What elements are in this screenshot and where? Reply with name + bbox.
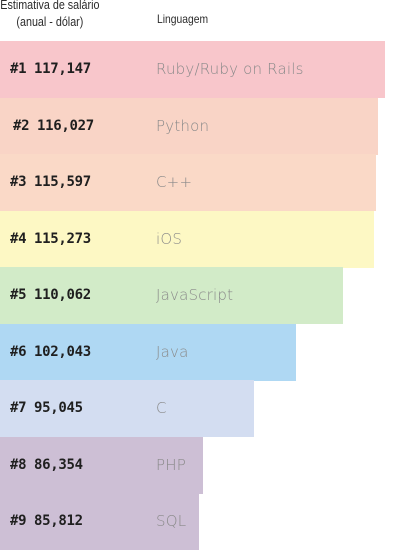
salary-column-header: Estimativa de salário (anual - dólar) xyxy=(0,0,100,31)
salary-value-label: 117,147 xyxy=(34,61,91,77)
bar-javascript: #5 110,062 JavaScript xyxy=(0,267,343,324)
language-label: JavaScript xyxy=(156,286,234,304)
rank-label: #5 xyxy=(10,287,27,303)
salary-header-line2: (anual - dólar) xyxy=(16,15,84,29)
bar-python: #2 116,027 Python xyxy=(0,97,378,155)
bar-php: #8 86,354 PHP xyxy=(0,436,203,494)
salary-value-label: 116,027 xyxy=(37,117,94,134)
language-label: PHP xyxy=(156,455,186,474)
salary-value-label: 85,812 xyxy=(34,513,83,529)
language-label: Ruby/Ruby on Rails xyxy=(156,60,304,78)
rank-label: #4 xyxy=(10,230,27,247)
rank-label: #6 xyxy=(10,343,27,360)
salary-value-label: 86,354 xyxy=(34,456,83,473)
bar-ios: #4 115,273 iOS xyxy=(0,210,374,268)
language-label: C xyxy=(156,399,167,417)
rank-label: #9 xyxy=(10,513,27,529)
rank-label: #8 xyxy=(10,456,27,473)
bar-sql: #9 85,812 SQL xyxy=(0,493,199,550)
salary-value-label: 115,597 xyxy=(34,174,91,190)
bar-java: #6 102,043 Java xyxy=(0,323,296,381)
salary-value-label: 110,062 xyxy=(34,287,91,303)
salary-value-label: 115,273 xyxy=(34,230,91,247)
bar-ruby-ruby-on-rails: #1 117,147 Ruby/Ruby on Rails xyxy=(0,41,385,98)
language-label: iOS xyxy=(156,229,183,248)
bar-c: #7 95,045 C xyxy=(0,380,254,437)
language-label: Python xyxy=(156,116,210,135)
language-label: SQL xyxy=(156,512,187,530)
salary-value-label: 102,043 xyxy=(34,343,91,360)
language-label: C++ xyxy=(156,173,193,191)
language-column-header: Linguagem xyxy=(157,12,209,26)
rank-label: #1 xyxy=(10,61,27,77)
rank-label: #7 xyxy=(10,400,27,416)
salary-header-line1: Estimativa de salário xyxy=(0,0,100,12)
rank-label: #2 xyxy=(13,117,30,134)
language-label: Java xyxy=(156,342,189,361)
salary-value-label: 95,045 xyxy=(34,400,83,416)
bar-c-: #3 115,597 C++ xyxy=(0,154,376,211)
rank-label: #3 xyxy=(10,174,27,190)
